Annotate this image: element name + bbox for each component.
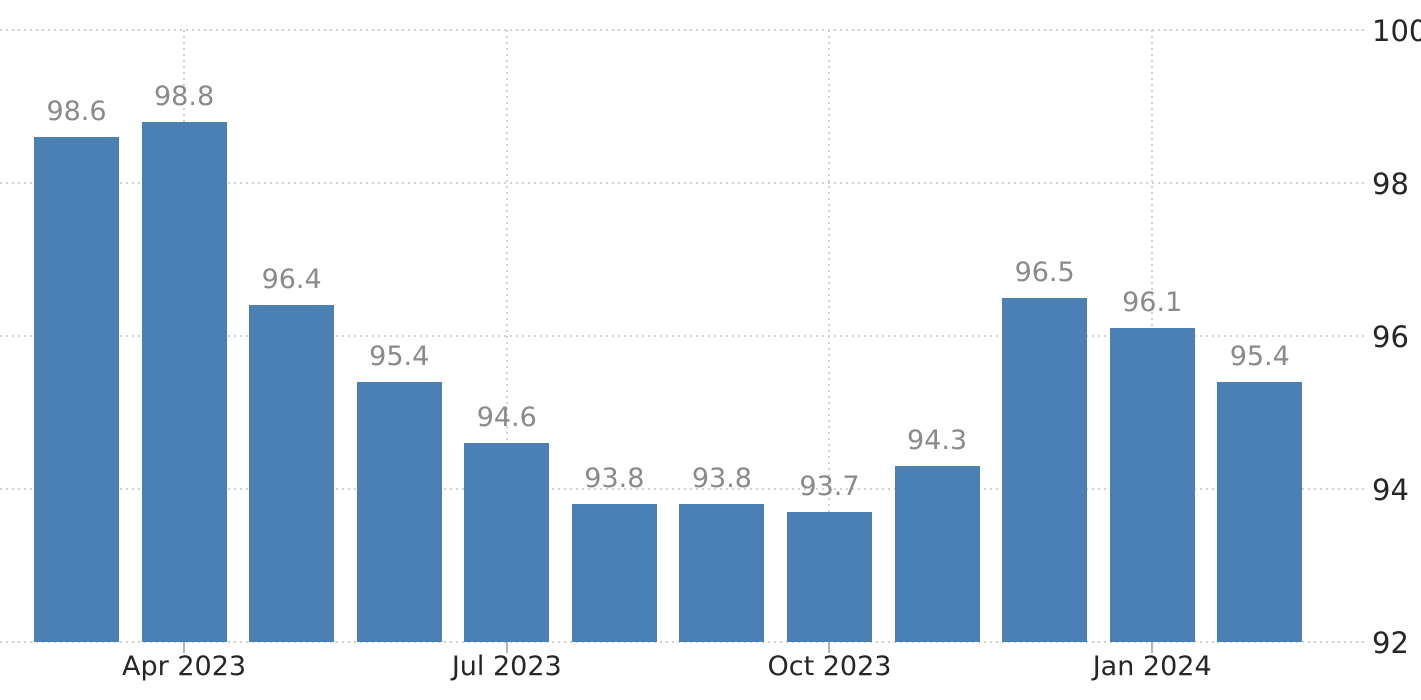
h-gridline xyxy=(0,488,1366,490)
bar xyxy=(1002,297,1088,642)
h-gridline xyxy=(0,182,1366,184)
bar xyxy=(571,504,657,642)
v-gridline xyxy=(505,30,508,642)
bar xyxy=(356,381,442,642)
x-tick-mark xyxy=(1151,642,1154,653)
bar-value-label: 98.6 xyxy=(46,96,107,128)
bar xyxy=(34,137,119,642)
bar-value-label: 93.8 xyxy=(691,463,752,495)
h-gridline xyxy=(0,335,1366,337)
bar xyxy=(786,511,872,642)
y-tick-label: 96 xyxy=(1372,320,1409,354)
v-gridline xyxy=(828,30,831,642)
y-tick-label: 100 xyxy=(1372,14,1421,48)
x-tick-label: Jan 2024 xyxy=(1092,651,1212,682)
y-tick-label: 92 xyxy=(1372,626,1409,660)
h-gridline xyxy=(0,641,1366,643)
bar-value-label: 93.7 xyxy=(799,470,860,502)
bar-value-label: 94.3 xyxy=(906,425,968,457)
bar xyxy=(894,466,980,642)
bar xyxy=(464,443,550,642)
bar-value-label: 95.4 xyxy=(1229,340,1290,372)
x-tick-mark xyxy=(828,642,831,653)
bar-value-label: 95.4 xyxy=(369,340,430,372)
bar-value-label: 98.8 xyxy=(154,80,215,112)
bar-value-label: 94.6 xyxy=(476,402,537,434)
bar xyxy=(249,305,335,642)
x-tick-label: Oct 2023 xyxy=(767,651,892,682)
x-tick-mark xyxy=(505,642,508,653)
bar-value-label: 96.5 xyxy=(1014,256,1075,288)
h-gridline xyxy=(0,29,1366,31)
bar-value-label: 93.8 xyxy=(584,463,645,495)
bar-value-label: 96.1 xyxy=(1122,287,1183,319)
bar xyxy=(141,121,227,642)
bar-value-label: 96.4 xyxy=(261,264,322,296)
x-tick-label: Apr 2023 xyxy=(122,651,247,682)
y-tick-label: 98 xyxy=(1372,167,1409,201)
bar xyxy=(1109,328,1195,642)
bar xyxy=(1217,381,1303,642)
y-tick-label: 94 xyxy=(1372,473,1409,507)
bar xyxy=(679,504,765,642)
x-tick-mark xyxy=(183,642,186,653)
x-tick-label: Jul 2023 xyxy=(451,651,562,682)
